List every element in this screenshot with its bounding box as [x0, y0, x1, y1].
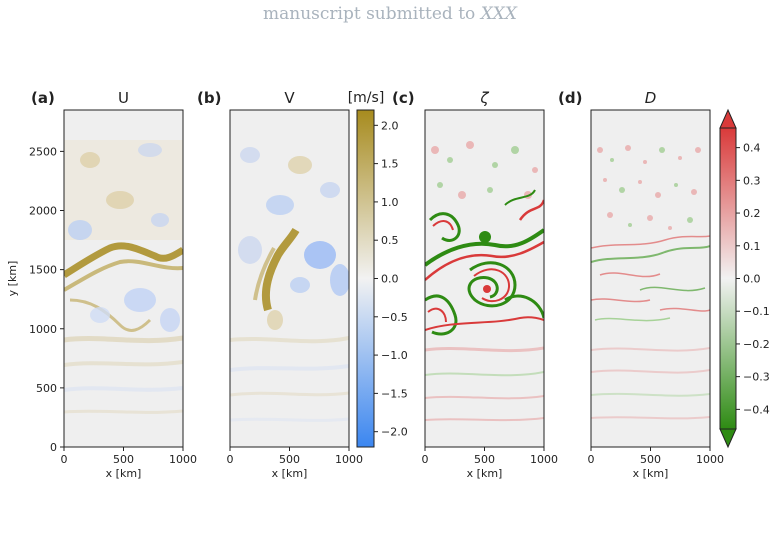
panel-c-axes: (c) ζ 0 500 1000 x [km] — [392, 89, 558, 480]
x-axis-label: x [km] — [633, 467, 669, 480]
normalized-colorbar: −0.4 −0.3 −0.2 −0.1 0.0 0.1 0.2 0.3 0.4 — [719, 108, 770, 449]
colorbar-tick-label: 2.0 — [381, 119, 399, 132]
colorbar-tick-label: 0.0 — [743, 273, 761, 286]
colorbar-tick-label: −1.5 — [381, 387, 408, 400]
panel-a-axes: (a) U 0 500 1000 x [km] 0 500 1000 1500 2000 2500 y … — [6, 89, 197, 480]
colorbar-extend-min-arrow — [719, 428, 737, 449]
colorbar-tick-label: −0.5 — [381, 311, 408, 324]
header-prefix: manuscript submitted to — [263, 4, 476, 24]
panel-b-title: V — [284, 89, 295, 107]
y-tick-label: 2500 — [29, 145, 57, 158]
header-journal: XXX — [480, 4, 517, 24]
panel-a-letter: (a) — [31, 89, 55, 107]
x-tick-label: 500 — [474, 453, 495, 466]
panel-a-title: U — [118, 89, 129, 107]
colorbar-tick-label: 1.5 — [381, 158, 399, 171]
velocity-colorbar: [m/s] −2.0 −1.5 −1.0 −0.5 0.0 0.5 1.0 1.5 2.0 — [348, 90, 408, 448]
panel-d-field — [591, 145, 710, 420]
panel-d-title: D — [645, 89, 657, 107]
panel-b-letter: (b) — [197, 89, 221, 107]
colorbar-tick-label: 0.0 — [381, 273, 399, 286]
x-tick-label: 500 — [113, 453, 134, 466]
panel-d-letter: (d) — [558, 89, 582, 107]
x-axis-label: x [km] — [106, 467, 142, 480]
x-tick-label: 1000 — [335, 453, 363, 466]
panel-b: (b) V 0 500 1000 x [km] — [197, 89, 363, 480]
x-tick-label: 1000 — [696, 453, 724, 466]
y-tick-label: 0 — [50, 441, 57, 454]
x-axis-label: x [km] — [467, 467, 503, 480]
x-tick-label: 0 — [422, 453, 429, 466]
x-tick-label: 0 — [227, 453, 234, 466]
velocity-colorbar-unit: [m/s] — [348, 90, 385, 106]
panel-c-field — [425, 141, 544, 422]
manuscript-header: manuscript submitted to XXX — [0, 4, 780, 24]
velocity-colorbar-ticks: −2.0 −1.5 −1.0 −0.5 0.0 0.5 1.0 1.5 2.0 — [374, 119, 408, 439]
normalized-colorbar-ticks: −0.4 −0.3 −0.2 −0.1 0.0 0.1 0.2 0.3 0.4 — [736, 142, 770, 416]
y-tick-label: 1500 — [29, 264, 57, 277]
y-tick-label: 1000 — [29, 323, 57, 336]
colorbar-tick-label: 0.1 — [743, 240, 761, 253]
colorbar-tick-label: 0.2 — [743, 207, 761, 220]
x-tick-label: 500 — [640, 453, 661, 466]
y-tick-label: 2000 — [29, 205, 57, 218]
panel-c-letter: (c) — [392, 89, 415, 107]
colorbar-tick-label: −2.0 — [381, 426, 408, 439]
velocity-colorbar-gradient — [356, 109, 375, 448]
panel-d-background — [591, 110, 710, 447]
panel-c-title: ζ — [479, 89, 489, 107]
x-tick-label: 1000 — [169, 453, 197, 466]
colorbar-tick-label: 0.5 — [381, 234, 399, 247]
panel-a: (a) U 0 500 1000 x [km] 0 500 1000 1500 2000 2500 y … — [6, 89, 197, 480]
x-tick-label: 1000 — [530, 453, 558, 466]
colorbar-tick-label: −0.1 — [743, 305, 770, 318]
panel-d-axes: (d) D 0 500 1000 x [km] — [558, 89, 724, 480]
x-tick-label: 0 — [588, 453, 595, 466]
y-axis-label: y [km] — [6, 261, 19, 297]
colorbar-tick-label: −0.4 — [743, 403, 770, 416]
colorbar-extend-max-arrow — [719, 108, 737, 129]
colorbar-tick-label: 1.0 — [381, 196, 399, 209]
normalized-colorbar-gradient — [719, 127, 737, 430]
colorbar-tick-label: −0.2 — [743, 338, 770, 351]
colorbar-tick-label: −1.0 — [381, 349, 408, 362]
panel-a-field — [64, 140, 183, 414]
x-axis-label: x [km] — [272, 467, 308, 480]
panel-b-axes: (b) V 0 500 1000 x [km] — [197, 89, 363, 480]
y-tick-label: 500 — [36, 382, 57, 395]
panel-c: (c) ζ 0 500 1000 x [km] — [392, 89, 558, 480]
panel-b-field — [230, 147, 349, 422]
x-tick-label: 0 — [61, 453, 68, 466]
colorbar-tick-label: 0.4 — [743, 142, 761, 155]
panel-d: (d) D 0 500 1000 x [km] — [558, 89, 724, 480]
x-tick-label: 500 — [279, 453, 300, 466]
colorbar-tick-label: −0.3 — [743, 371, 770, 384]
colorbar-tick-label: 0.3 — [743, 174, 761, 187]
